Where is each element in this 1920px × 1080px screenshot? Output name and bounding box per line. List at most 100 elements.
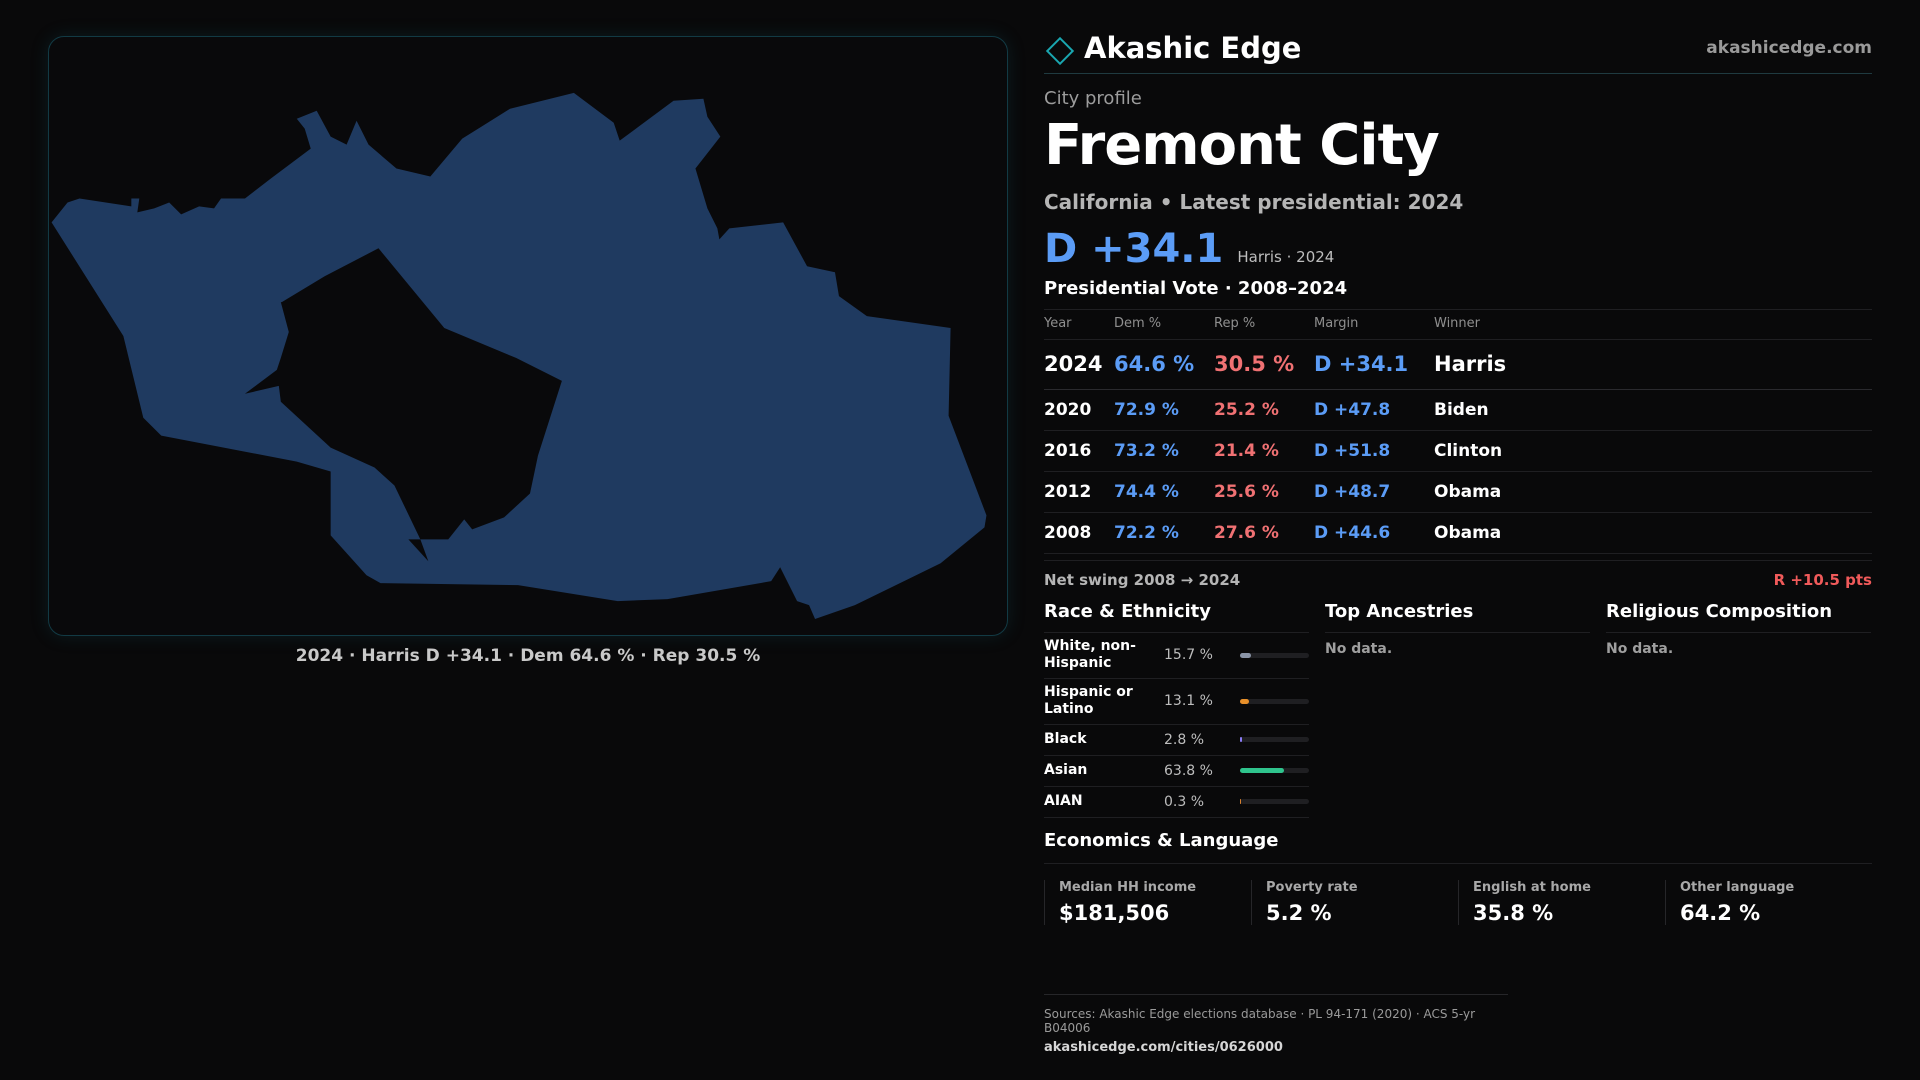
- site-url-link[interactable]: akashicedge.com: [1706, 37, 1872, 58]
- col-header-dem: Dem %: [1114, 309, 1214, 340]
- table-row: 2020 72.9 % 25.2 % D +47.8 Biden: [1044, 389, 1872, 431]
- race-ethnicity-title: Race & Ethnicity: [1044, 601, 1309, 633]
- race-label: Hispanic or Latino: [1044, 683, 1133, 718]
- race-bar-fill: [1240, 768, 1285, 774]
- row-year: 2016: [1044, 430, 1114, 472]
- row-year: 2020: [1044, 389, 1114, 431]
- row-winner: Obama: [1434, 471, 1872, 513]
- map-caption: 2024 · Harris D +34.1 · Dem 64.6 % · Rep…: [295, 646, 761, 666]
- header-bar: Akashic Edge akashicedge.com: [1044, 30, 1872, 74]
- race-pct: 0.3 %: [1164, 793, 1205, 810]
- econ-label: Other language: [1680, 879, 1795, 895]
- econ-stat-english: English at home 35.8 %: [1458, 879, 1665, 925]
- race-row: Asian 63.8 %: [1044, 756, 1309, 787]
- race-row: Black 2.8 %: [1044, 725, 1309, 756]
- table-row: 2024 64.6 % 30.5 % D +34.1 Harris: [1044, 339, 1872, 390]
- row-rep: 21.4 %: [1214, 430, 1314, 472]
- race-pct: 13.1 %: [1164, 693, 1213, 710]
- econ-stat-poverty: Poverty rate 5.2 %: [1251, 879, 1458, 925]
- econ-label: Poverty rate: [1266, 879, 1358, 895]
- race-bar: [1240, 737, 1309, 743]
- econ-value: $181,506: [1059, 900, 1170, 925]
- econ-label: English at home: [1473, 879, 1591, 895]
- econ-value: 35.8 %: [1473, 900, 1554, 925]
- econ-label: Median HH income: [1059, 879, 1197, 895]
- row-winner: Obama: [1434, 512, 1872, 554]
- row-margin: D +34.1: [1314, 339, 1434, 390]
- row-winner: Clinton: [1434, 430, 1872, 472]
- row-rep: 30.5 %: [1214, 339, 1314, 390]
- swing-value: R +10.5 pts: [1773, 570, 1872, 589]
- brand[interactable]: Akashic Edge: [1044, 31, 1301, 65]
- row-margin: D +44.6: [1314, 512, 1434, 554]
- row-year: 2024: [1044, 339, 1114, 390]
- race-bar: [1240, 768, 1309, 774]
- race-row: AIAN 0.3 %: [1044, 787, 1309, 818]
- demographics-section: Race & Ethnicity White, non-Hispanic 15.…: [1044, 601, 1872, 818]
- row-rep: 25.2 %: [1214, 389, 1314, 431]
- row-winner: Harris: [1434, 339, 1872, 390]
- race-row: Hispanic or Latino 13.1 %: [1044, 679, 1309, 725]
- row-dem: 72.9 %: [1114, 389, 1214, 431]
- table-row: 2016 73.2 % 21.4 % D +51.8 Clinton: [1044, 430, 1872, 472]
- race-bar-fill: [1240, 698, 1250, 704]
- race-bar-fill: [1240, 737, 1242, 743]
- footer: Sources: Akashic Edge elections database…: [1044, 994, 1508, 1055]
- race-bar-fill: [1240, 799, 1242, 805]
- race-label: Black: [1044, 731, 1087, 748]
- row-year: 2008: [1044, 512, 1114, 554]
- economics-grid: Median HH income $181,506 Poverty rate 5…: [1044, 879, 1872, 925]
- race-pct: 63.8 %: [1164, 762, 1213, 779]
- map-panel: [48, 36, 1008, 636]
- econ-stat-other-language: Other language 64.2 %: [1665, 879, 1872, 925]
- page-title: Fremont City: [1044, 113, 1440, 178]
- religion-empty: No data.: [1606, 640, 1674, 657]
- ancestries-empty: No data.: [1325, 640, 1393, 657]
- race-bar: [1240, 652, 1309, 658]
- table-row: 2008 72.2 % 27.6 % D +44.6 Obama: [1044, 512, 1872, 554]
- profile-panel: Akashic Edge akashicedge.com City profil…: [1044, 30, 1872, 925]
- city-boundary-shape[interactable]: [51, 92, 987, 620]
- econ-value: 5.2 %: [1266, 900, 1332, 925]
- latest-margin: D +34.1 Harris · 2024: [1044, 226, 1872, 272]
- presidential-vote-title: Presidential Vote · 2008–2024: [1044, 278, 1872, 310]
- row-margin: D +47.8: [1314, 389, 1434, 431]
- presidential-vote-table: Year Dem % Rep % Margin Winner 2024 64.6…: [1044, 309, 1872, 554]
- footer-url-link[interactable]: akashicedge.com/cities/0626000: [1044, 1040, 1283, 1055]
- econ-stat-income: Median HH income $181,506: [1044, 879, 1251, 925]
- race-pct: 2.8 %: [1164, 731, 1205, 748]
- col-header-rep: Rep %: [1214, 309, 1314, 340]
- row-dem: 73.2 %: [1114, 430, 1214, 472]
- row-rep: 27.6 %: [1214, 512, 1314, 554]
- ancestries-panel: Top Ancestries No data.: [1325, 601, 1590, 818]
- row-dem: 74.4 %: [1114, 471, 1214, 513]
- city-boundary-map: [51, 92, 987, 620]
- page-subtitle: California • Latest presidential: 2024: [1044, 189, 1464, 214]
- race-label: White, non-Hispanic: [1044, 637, 1136, 672]
- race-label: Asian: [1044, 762, 1088, 779]
- net-swing: Net swing 2008 → 2024 R +10.5 pts: [1044, 559, 1872, 589]
- race-pct: 15.7 %: [1164, 647, 1213, 664]
- row-year: 2012: [1044, 471, 1114, 513]
- margin-value: D +34.1: [1044, 225, 1224, 272]
- table-header-row: Year Dem % Rep % Margin Winner: [1044, 309, 1872, 340]
- page-kicker: City profile: [1044, 88, 1142, 109]
- row-dem: 72.2 %: [1114, 512, 1214, 554]
- table-row: 2012 74.4 % 25.6 % D +48.7 Obama: [1044, 471, 1872, 513]
- row-dem: 64.6 %: [1114, 339, 1214, 390]
- col-header-margin: Margin: [1314, 309, 1434, 340]
- race-row: White, non-Hispanic 15.7 %: [1044, 633, 1309, 679]
- col-header-winner: Winner: [1434, 309, 1872, 340]
- race-bar: [1240, 799, 1309, 805]
- race-bar: [1240, 698, 1309, 704]
- ancestries-title: Top Ancestries: [1325, 601, 1590, 633]
- diamond-logo-icon: [1045, 36, 1075, 65]
- race-bar-fill: [1240, 652, 1251, 658]
- econ-value: 64.2 %: [1680, 900, 1761, 925]
- margin-note: Harris · 2024: [1237, 247, 1335, 266]
- row-winner: Biden: [1434, 389, 1872, 431]
- swing-label: Net swing 2008 → 2024: [1044, 570, 1241, 589]
- col-header-year: Year: [1044, 309, 1114, 340]
- race-label: AIAN: [1044, 793, 1083, 810]
- race-ethnicity-panel: Race & Ethnicity White, non-Hispanic 15.…: [1044, 601, 1309, 818]
